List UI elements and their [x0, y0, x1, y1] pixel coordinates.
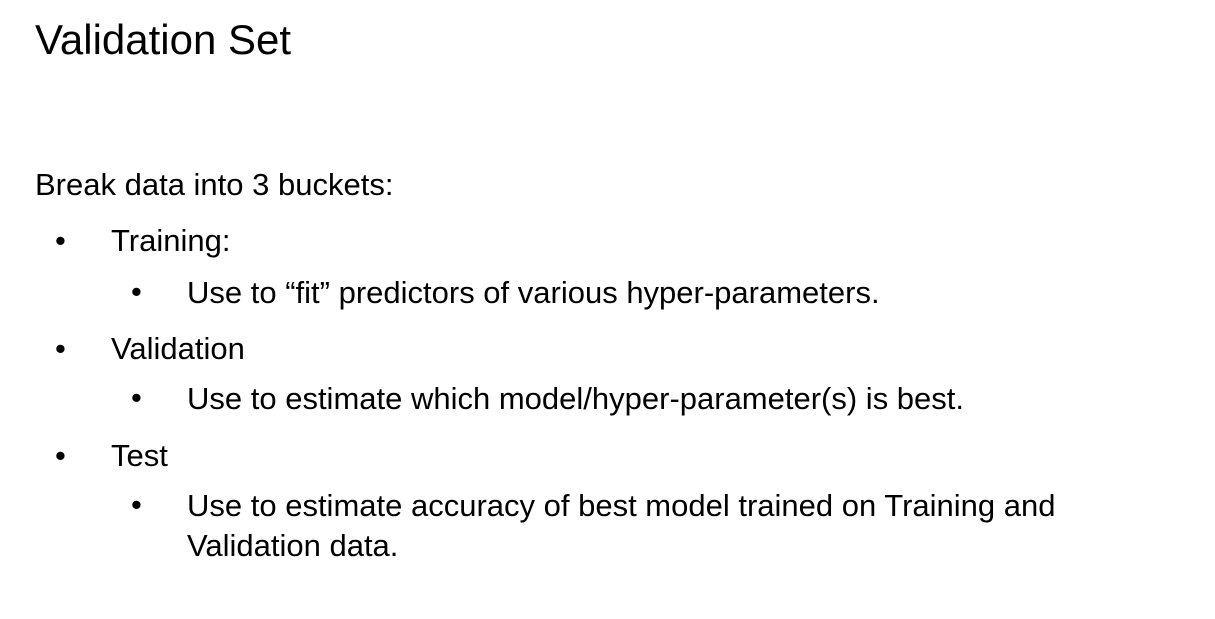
sub-bullet-text-validation: Use to estimate which model/hyper-parame…	[187, 381, 965, 416]
bullet-icon: •	[55, 223, 66, 258]
sub-bullet-icon: •	[131, 274, 142, 309]
sub-bullet-text-training: Use to “fit” predictors of various hyper…	[187, 275, 880, 310]
sub-bullet-icon: •	[131, 380, 142, 415]
sub-bullet-text-test: Use to estimate accuracy of best model t…	[187, 488, 1056, 563]
intro-text: Break data into 3 buckets:	[35, 167, 394, 202]
bullet-icon: •	[55, 331, 66, 366]
bullet-icon: •	[55, 438, 66, 473]
bullet-label-test: Test	[111, 438, 168, 473]
slide-title: Validation Set	[35, 16, 292, 63]
bullet-label-validation: Validation	[111, 331, 245, 366]
sub-bullet-icon: •	[131, 487, 142, 522]
bullet-label-training: Training:	[111, 223, 231, 258]
